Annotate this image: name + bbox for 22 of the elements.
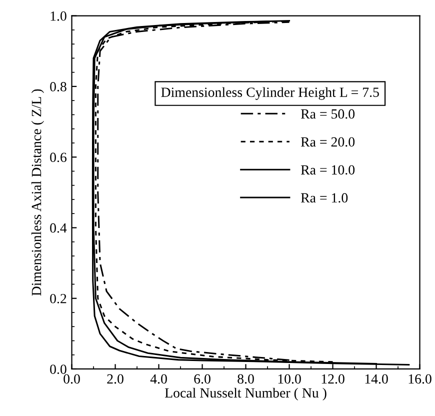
x-tick-label: 4.0	[150, 374, 167, 384]
y-tick-label: 0.2	[50, 294, 66, 304]
y-tick-label: 0.6	[50, 152, 66, 162]
legend-label: Ra = 20.0	[300, 137, 355, 147]
annotation: Dimensionless Cylinder Height L = 7.5	[161, 87, 379, 100]
y-tick-label: 0.4	[50, 223, 67, 233]
legend-label: Ra = 1.0	[300, 193, 348, 203]
y-axis-title: Dimensionless Axial Distance ( Z/L )	[31, 89, 44, 296]
x-tick-label: 16.0	[408, 374, 432, 384]
x-tick-label: 10.0	[278, 374, 301, 384]
y-tick-label: 0.8	[50, 82, 66, 92]
x-tick-label: 2.0	[107, 374, 124, 384]
x-tick-label: 8.0	[238, 374, 254, 384]
y-tick-label: 1.0	[50, 11, 66, 21]
x-tick-label: 0.0	[64, 374, 80, 384]
legend-label: Ra = 10.0	[300, 165, 355, 175]
legend-label: Ra = 50.0	[300, 109, 355, 119]
x-axis-title: Local Nusselt Number ( Nu )	[164, 388, 326, 400]
x-tick-label: 6.0	[194, 374, 210, 384]
x-tick-label: 12.0	[322, 374, 344, 384]
x-tick-label: 14.0	[365, 374, 388, 384]
y-tick-label: 0.0	[50, 364, 66, 374]
